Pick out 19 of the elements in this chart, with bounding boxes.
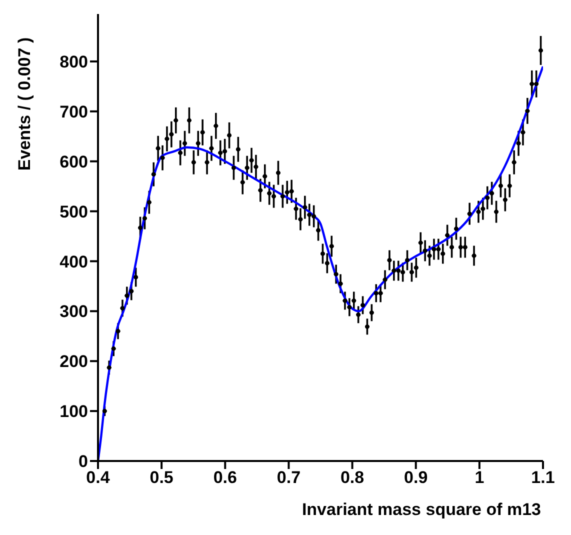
y-tick-label: 300 (60, 302, 88, 322)
x-tick-label: 0.9 (404, 468, 428, 488)
y-axis-title: Events / ( 0.007 ) (15, 37, 34, 171)
y-tick-label: 700 (60, 102, 88, 122)
x-tick-label: 0.8 (340, 468, 364, 488)
x-tick-label: 0.5 (150, 468, 174, 488)
y-tick-label: 800 (60, 52, 88, 72)
y-tick-label: 100 (60, 402, 88, 422)
y-tick-label: 600 (60, 152, 88, 172)
x-axis-title: Invariant mass square of m13 (302, 500, 541, 519)
y-tick-label: 0 (78, 452, 88, 472)
x-tick-label: 1.1 (531, 468, 555, 488)
y-tick-label: 400 (60, 252, 88, 272)
x-tick-label: 1 (474, 468, 484, 488)
y-tick-label: 200 (60, 352, 88, 372)
x-tick-label: 0.4 (86, 468, 110, 488)
x-tick-label: 0.7 (276, 468, 301, 488)
y-tick-label: 500 (60, 202, 88, 222)
x-tick-label: 0.6 (213, 468, 237, 488)
